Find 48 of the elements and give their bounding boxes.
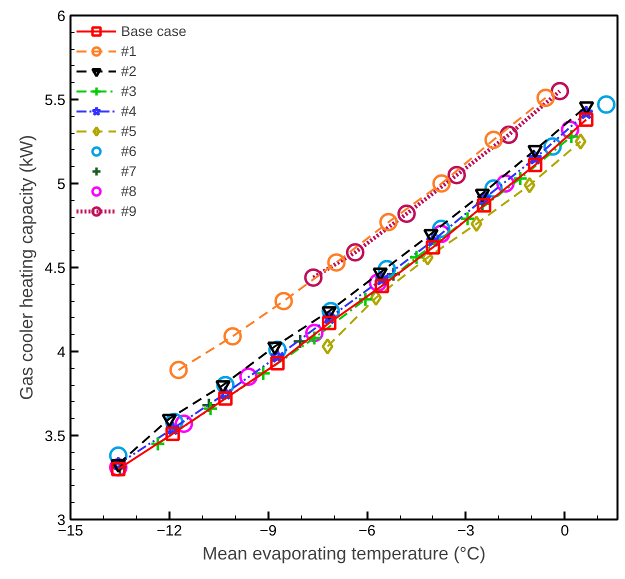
point [426, 240, 440, 255]
legend-label: #4 [121, 103, 138, 119]
point [447, 166, 466, 184]
y-tick-label: 5.5 [44, 92, 66, 109]
legend-label: #3 [121, 83, 138, 99]
point [397, 204, 416, 223]
legend-label: Base case [121, 23, 186, 39]
point [432, 174, 451, 193]
y-tick-label: 6 [57, 8, 66, 25]
point [528, 158, 542, 172]
y-tick-label: 4.5 [44, 260, 66, 277]
point [274, 292, 293, 310]
legend-label: #6 [121, 143, 138, 159]
x-axis-title: Mean evaporating temperature (°C) [202, 544, 486, 564]
point [574, 133, 587, 150]
point [578, 112, 594, 127]
point [536, 88, 555, 108]
point [379, 212, 398, 232]
legend-label: #5 [121, 123, 138, 139]
legend-label: #8 [121, 183, 138, 199]
point [484, 130, 503, 150]
point [322, 338, 334, 355]
point [346, 243, 364, 262]
point [597, 95, 616, 114]
y-tick-label: 3 [57, 512, 66, 529]
point [524, 176, 536, 194]
point [169, 360, 188, 380]
point [165, 426, 180, 442]
legend-label: #7 [121, 163, 138, 179]
y-tick-label: 4 [57, 344, 66, 361]
point [223, 327, 242, 346]
legend-label: #1 [121, 43, 138, 59]
point [327, 253, 346, 272]
x-tick-label: −6 [358, 522, 376, 540]
y-tick-label: 3.5 [44, 428, 66, 445]
legend-label: #2 [121, 63, 138, 79]
y-tick-label: 5 [57, 176, 66, 193]
point [270, 356, 285, 371]
point [218, 391, 233, 406]
y-axis-title: Gas cooler heating capacity (kW) [16, 134, 37, 400]
point [322, 316, 336, 330]
x-tick-label: 0 [560, 522, 569, 540]
x-tick-label: −12 [156, 522, 182, 540]
point [470, 216, 482, 232]
x-tick-label: −3 [457, 522, 474, 540]
point [304, 268, 323, 287]
x-tick-label: −9 [260, 522, 277, 540]
legend-label: #9 [121, 203, 138, 219]
